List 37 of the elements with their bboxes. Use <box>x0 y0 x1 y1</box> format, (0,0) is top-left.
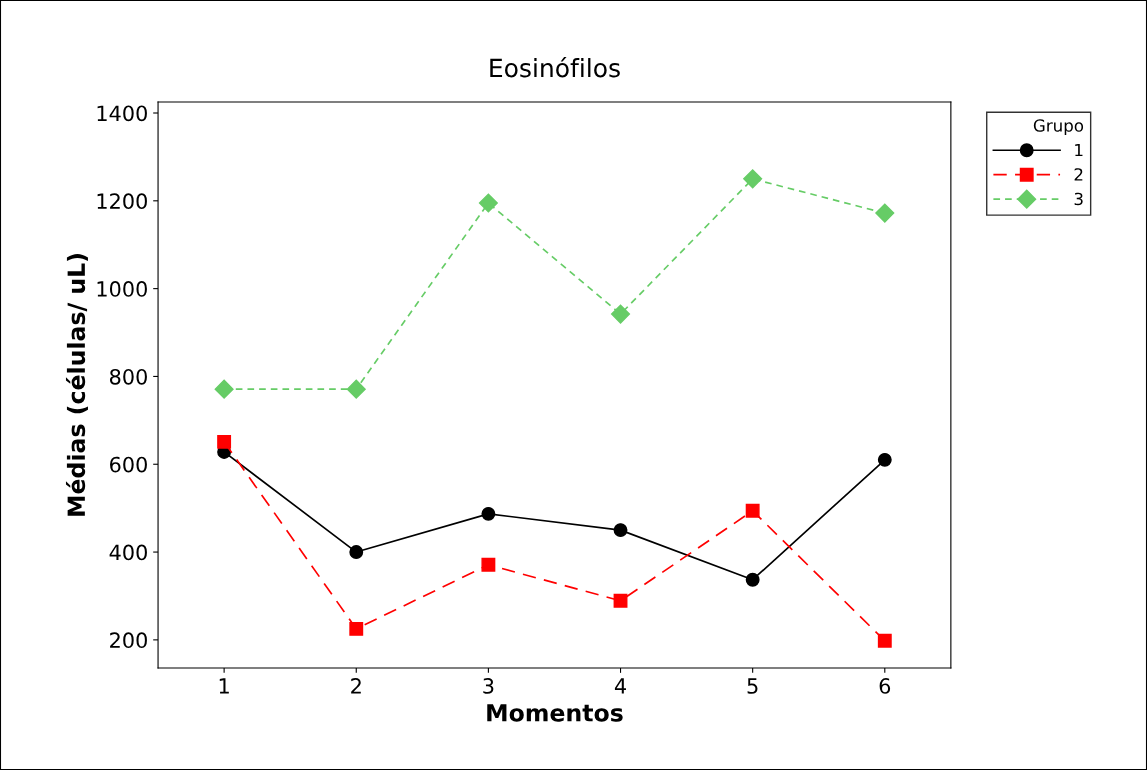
point <box>613 523 628 538</box>
point <box>745 503 760 518</box>
point <box>875 203 895 223</box>
x-axis-title: Momentos <box>487 704 623 722</box>
y-tick-label: 1400 <box>97 105 147 122</box>
x-tick-label: 3 <box>483 678 494 694</box>
y-tick-label: 1000 <box>97 281 147 297</box>
y-tick-label: 600 <box>110 456 147 473</box>
chart-title: Eosinófilos <box>490 57 620 78</box>
point <box>217 434 232 449</box>
point <box>214 379 234 399</box>
point <box>481 506 496 521</box>
x-tick-label: 2 <box>351 678 361 694</box>
point <box>610 304 631 324</box>
x-tick-label: 1 <box>219 678 229 694</box>
point <box>877 633 892 648</box>
point <box>349 621 364 636</box>
legend-title: Grupo <box>1033 119 1084 136</box>
y-tick-label: 800 <box>109 368 147 385</box>
legend-label: 1 <box>1075 143 1083 157</box>
x-tick-label: 5 <box>747 678 758 694</box>
y-tick-label: 1200 <box>97 193 147 210</box>
point <box>745 572 760 587</box>
point <box>877 452 892 467</box>
point <box>613 593 628 608</box>
y-tick-label: 400 <box>109 544 147 561</box>
point <box>478 193 498 213</box>
point <box>346 379 366 399</box>
x-tick-label: 4 <box>614 678 626 694</box>
point <box>349 545 364 560</box>
legend-label: 2 <box>1074 168 1083 181</box>
point <box>743 169 763 189</box>
point <box>481 557 496 572</box>
y-tick-label: 200 <box>110 632 147 649</box>
legend-label: 3 <box>1074 192 1083 206</box>
x-tick-label: 6 <box>879 678 891 694</box>
y-axis-title: Médias (células/ uL) <box>65 254 88 516</box>
